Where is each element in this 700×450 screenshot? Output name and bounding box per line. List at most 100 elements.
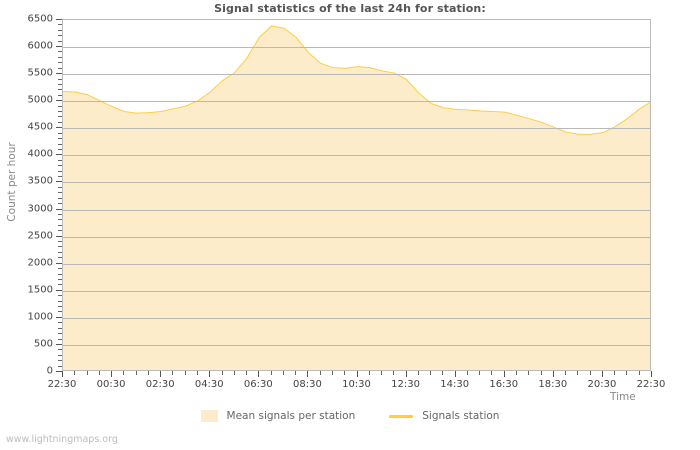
x-tick-minor: [87, 371, 88, 375]
y-tick-label: 500: [33, 338, 53, 350]
x-tick-label: 10:30: [342, 379, 371, 390]
legend-item-1[interactable]: Mean signals per station: [200, 410, 356, 422]
y-tick-minor: [58, 84, 62, 85]
y-tick-minor: [58, 349, 62, 350]
x-tick-label: 06:30: [243, 379, 273, 390]
y-tick-minor: [58, 24, 62, 25]
y-axis: Count per hour 0 500 1000 1500 2000 2500 3000 3…: [0, 0, 62, 390]
y-tick-minor: [58, 333, 62, 334]
y-tick-minor: [58, 116, 62, 117]
x-tick-label: 08:30: [292, 379, 322, 390]
y-tick-minor: [58, 51, 62, 52]
y-tick-minor: [58, 165, 62, 166]
gridline: [63, 291, 650, 292]
legend-label: Signals station: [422, 410, 500, 422]
x-tick-major: [553, 371, 554, 377]
y-tick-minor: [58, 311, 62, 312]
x-tick-label: 04:30: [194, 379, 224, 390]
x-tick-minor: [565, 371, 566, 375]
x-tick-label: 22:30: [47, 379, 77, 390]
x-tick-minor: [99, 371, 100, 375]
y-tick-minor: [58, 328, 62, 329]
x-tick-minor: [283, 371, 284, 375]
x-tick-minor: [185, 371, 186, 375]
gridline: [63, 345, 650, 346]
x-tick-minor: [393, 371, 394, 375]
y-tick-major: [56, 371, 62, 372]
y-tick-minor: [58, 360, 62, 361]
gridline: [63, 128, 650, 129]
gridline: [63, 237, 650, 238]
y-tick-minor: [58, 171, 62, 172]
x-tick-minor: [148, 371, 149, 375]
y-tick-minor: [58, 187, 62, 188]
y-tick-minor: [58, 355, 62, 356]
gridline: [63, 47, 650, 48]
legend-area-swatch: [200, 410, 218, 422]
y-tick-major: [56, 236, 62, 237]
x-tick-minor: [528, 371, 529, 375]
x-tick-major: [602, 371, 603, 377]
x-tick-minor: [577, 371, 578, 375]
x-tick-major: [209, 371, 210, 377]
x-tick-minor: [172, 371, 173, 375]
x-tick-minor: [516, 371, 517, 375]
y-tick-minor: [58, 79, 62, 80]
x-tick-minor: [344, 371, 345, 375]
y-tick-major: [56, 317, 62, 318]
y-tick-label: 2500: [27, 230, 53, 242]
x-tick-minor: [381, 371, 382, 375]
x-tick-minor: [541, 371, 542, 375]
x-tick-major: [504, 371, 505, 377]
x-tick-label: 20:30: [587, 379, 617, 390]
gridline: [63, 101, 650, 102]
y-tick-minor: [58, 225, 62, 226]
legend-label: Mean signals per station: [226, 410, 356, 422]
x-tick-minor: [136, 371, 137, 375]
x-tick-label: 00:30: [96, 379, 126, 390]
y-tick-minor: [58, 322, 62, 323]
y-tick-minor: [58, 366, 62, 367]
y-tick-minor: [58, 89, 62, 90]
series-line: [63, 25, 650, 135]
x-tick-major: [160, 371, 161, 377]
y-tick-major: [56, 344, 62, 345]
gridline: [63, 182, 650, 183]
legend-item-2[interactable]: Signals station: [389, 410, 499, 422]
x-tick-label: 22:30: [636, 379, 666, 390]
area-fill: [63, 25, 650, 370]
y-tick-label: 1500: [27, 284, 53, 296]
x-tick-minor: [491, 371, 492, 375]
y-tick-minor: [58, 339, 62, 340]
legend-line-swatch: [389, 414, 414, 418]
y-tick-major: [56, 181, 62, 182]
x-tick-label: 16:30: [489, 379, 519, 390]
y-tick-label: 4000: [27, 148, 53, 160]
x-tick-minor: [271, 371, 272, 375]
y-tick-minor: [58, 62, 62, 63]
y-tick-major: [56, 127, 62, 128]
y-tick-minor: [58, 176, 62, 177]
y-tick-minor: [58, 306, 62, 307]
gridline: [63, 318, 650, 319]
y-tick-minor: [58, 133, 62, 134]
y-tick-minor: [58, 30, 62, 31]
y-tick-minor: [58, 122, 62, 123]
y-tick-minor: [58, 252, 62, 253]
y-tick-major: [56, 290, 62, 291]
x-tick-minor: [590, 371, 591, 375]
y-tick-minor: [58, 279, 62, 280]
gridline: [63, 264, 650, 265]
chart-legend: Mean signals per station Signals station: [0, 410, 700, 422]
x-tick-minor: [369, 371, 370, 375]
y-tick-major: [56, 73, 62, 74]
chart-title: Signal statistics of the last 24h for st…: [214, 2, 486, 15]
y-tick-minor: [58, 41, 62, 42]
y-tick-minor: [58, 257, 62, 258]
x-tick-minor: [626, 371, 627, 375]
x-tick-major: [62, 371, 63, 377]
y-tick-minor: [58, 203, 62, 204]
x-tick-minor: [418, 371, 419, 375]
y-tick-major: [56, 263, 62, 264]
y-tick-minor: [58, 138, 62, 139]
